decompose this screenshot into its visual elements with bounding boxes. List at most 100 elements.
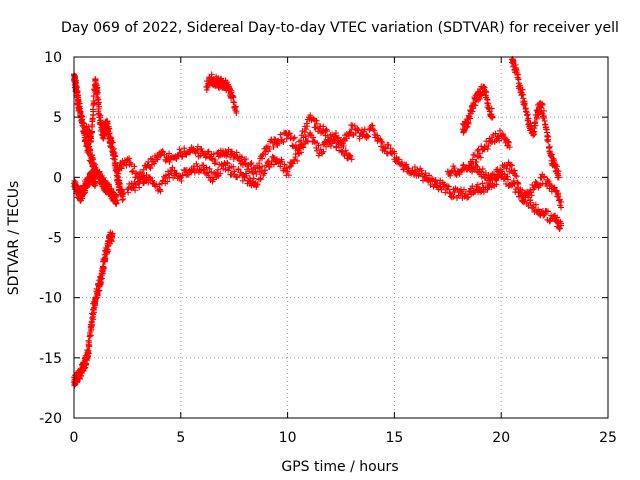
data-point (248, 160, 255, 167)
data-point (558, 204, 565, 211)
data-point (492, 130, 499, 137)
data-point (441, 181, 448, 188)
data-point (284, 168, 291, 175)
data-point (467, 115, 474, 122)
data-point (120, 161, 127, 168)
data-point (294, 157, 301, 164)
y-tick-label: -5 (48, 231, 62, 247)
x-tick-label: 10 (279, 430, 297, 446)
data-point (486, 135, 493, 142)
data-point (239, 177, 246, 184)
data-point (504, 176, 511, 183)
data-point (445, 183, 452, 190)
data-point (71, 74, 78, 81)
data-point (224, 159, 231, 166)
data-point (300, 144, 307, 151)
data-point (508, 162, 515, 169)
data-point (546, 218, 553, 225)
data-point (166, 150, 173, 157)
data-points (71, 56, 565, 389)
data-point (339, 148, 346, 155)
data-point (230, 163, 237, 170)
data-point (268, 158, 275, 165)
data-point (450, 193, 457, 200)
data-point (332, 130, 339, 137)
data-point (556, 225, 563, 232)
data-point (304, 123, 311, 130)
data-point (532, 119, 539, 126)
data-point (110, 146, 117, 153)
data-point (498, 168, 505, 175)
series-track-h (391, 154, 565, 232)
data-point (215, 166, 222, 173)
data-point (312, 124, 319, 131)
data-point (541, 211, 548, 218)
data-point (262, 167, 269, 174)
data-point (476, 96, 483, 103)
x-tick-label: 15 (385, 430, 403, 446)
data-point (464, 123, 471, 130)
series-track-b (71, 168, 99, 204)
y-tick-label: 10 (44, 50, 62, 66)
data-point (233, 173, 240, 180)
chart-title: Day 069 of 2022, Sidereal Day-to-day VTE… (61, 20, 619, 36)
data-point (473, 158, 480, 165)
data-point (323, 143, 330, 150)
data-point (474, 181, 481, 188)
data-point (558, 222, 565, 229)
data-point (261, 170, 268, 177)
data-point (303, 126, 310, 133)
data-point (485, 142, 492, 149)
data-point (120, 195, 127, 202)
data-point (198, 145, 205, 152)
data-point (365, 133, 372, 140)
data-point (266, 146, 273, 153)
data-point (544, 132, 551, 139)
data-point (181, 145, 188, 152)
data-point (230, 94, 237, 101)
data-point (521, 100, 528, 107)
data-point (232, 104, 239, 111)
data-point (290, 135, 297, 142)
data-point (553, 163, 560, 170)
data-point (302, 133, 309, 140)
data-point (291, 156, 298, 163)
data-point (90, 305, 97, 312)
data-point (203, 86, 210, 93)
y-tick-label: 0 (53, 170, 62, 186)
data-point (203, 164, 210, 171)
data-point (166, 159, 173, 166)
data-point (259, 163, 266, 170)
data-point (531, 131, 538, 138)
data-point (551, 184, 558, 191)
axis-ticks (73, 56, 609, 419)
data-point (259, 155, 266, 162)
data-point (176, 146, 183, 153)
data-point (371, 127, 378, 134)
data-point (512, 172, 519, 179)
data-point (532, 201, 539, 208)
data-point (179, 153, 186, 160)
data-point (160, 149, 167, 156)
data-point (315, 142, 322, 149)
data-point (530, 129, 537, 136)
data-point (243, 172, 250, 179)
data-point (444, 186, 451, 193)
data-point (210, 151, 217, 158)
data-point (154, 156, 161, 163)
data-point (159, 148, 166, 155)
data-point (247, 161, 254, 168)
data-point (545, 138, 552, 145)
x-axis-label: GPS time / hours (281, 459, 398, 475)
series-track-e (113, 112, 398, 185)
data-point (517, 186, 524, 193)
data-point (476, 150, 483, 157)
y-tick-label: -15 (39, 351, 62, 367)
y-tick-label: -20 (39, 411, 62, 427)
data-point (524, 111, 531, 118)
data-point (292, 151, 299, 158)
data-point (223, 79, 230, 86)
data-point (541, 173, 548, 180)
data-point (356, 133, 363, 140)
data-point (337, 139, 344, 146)
